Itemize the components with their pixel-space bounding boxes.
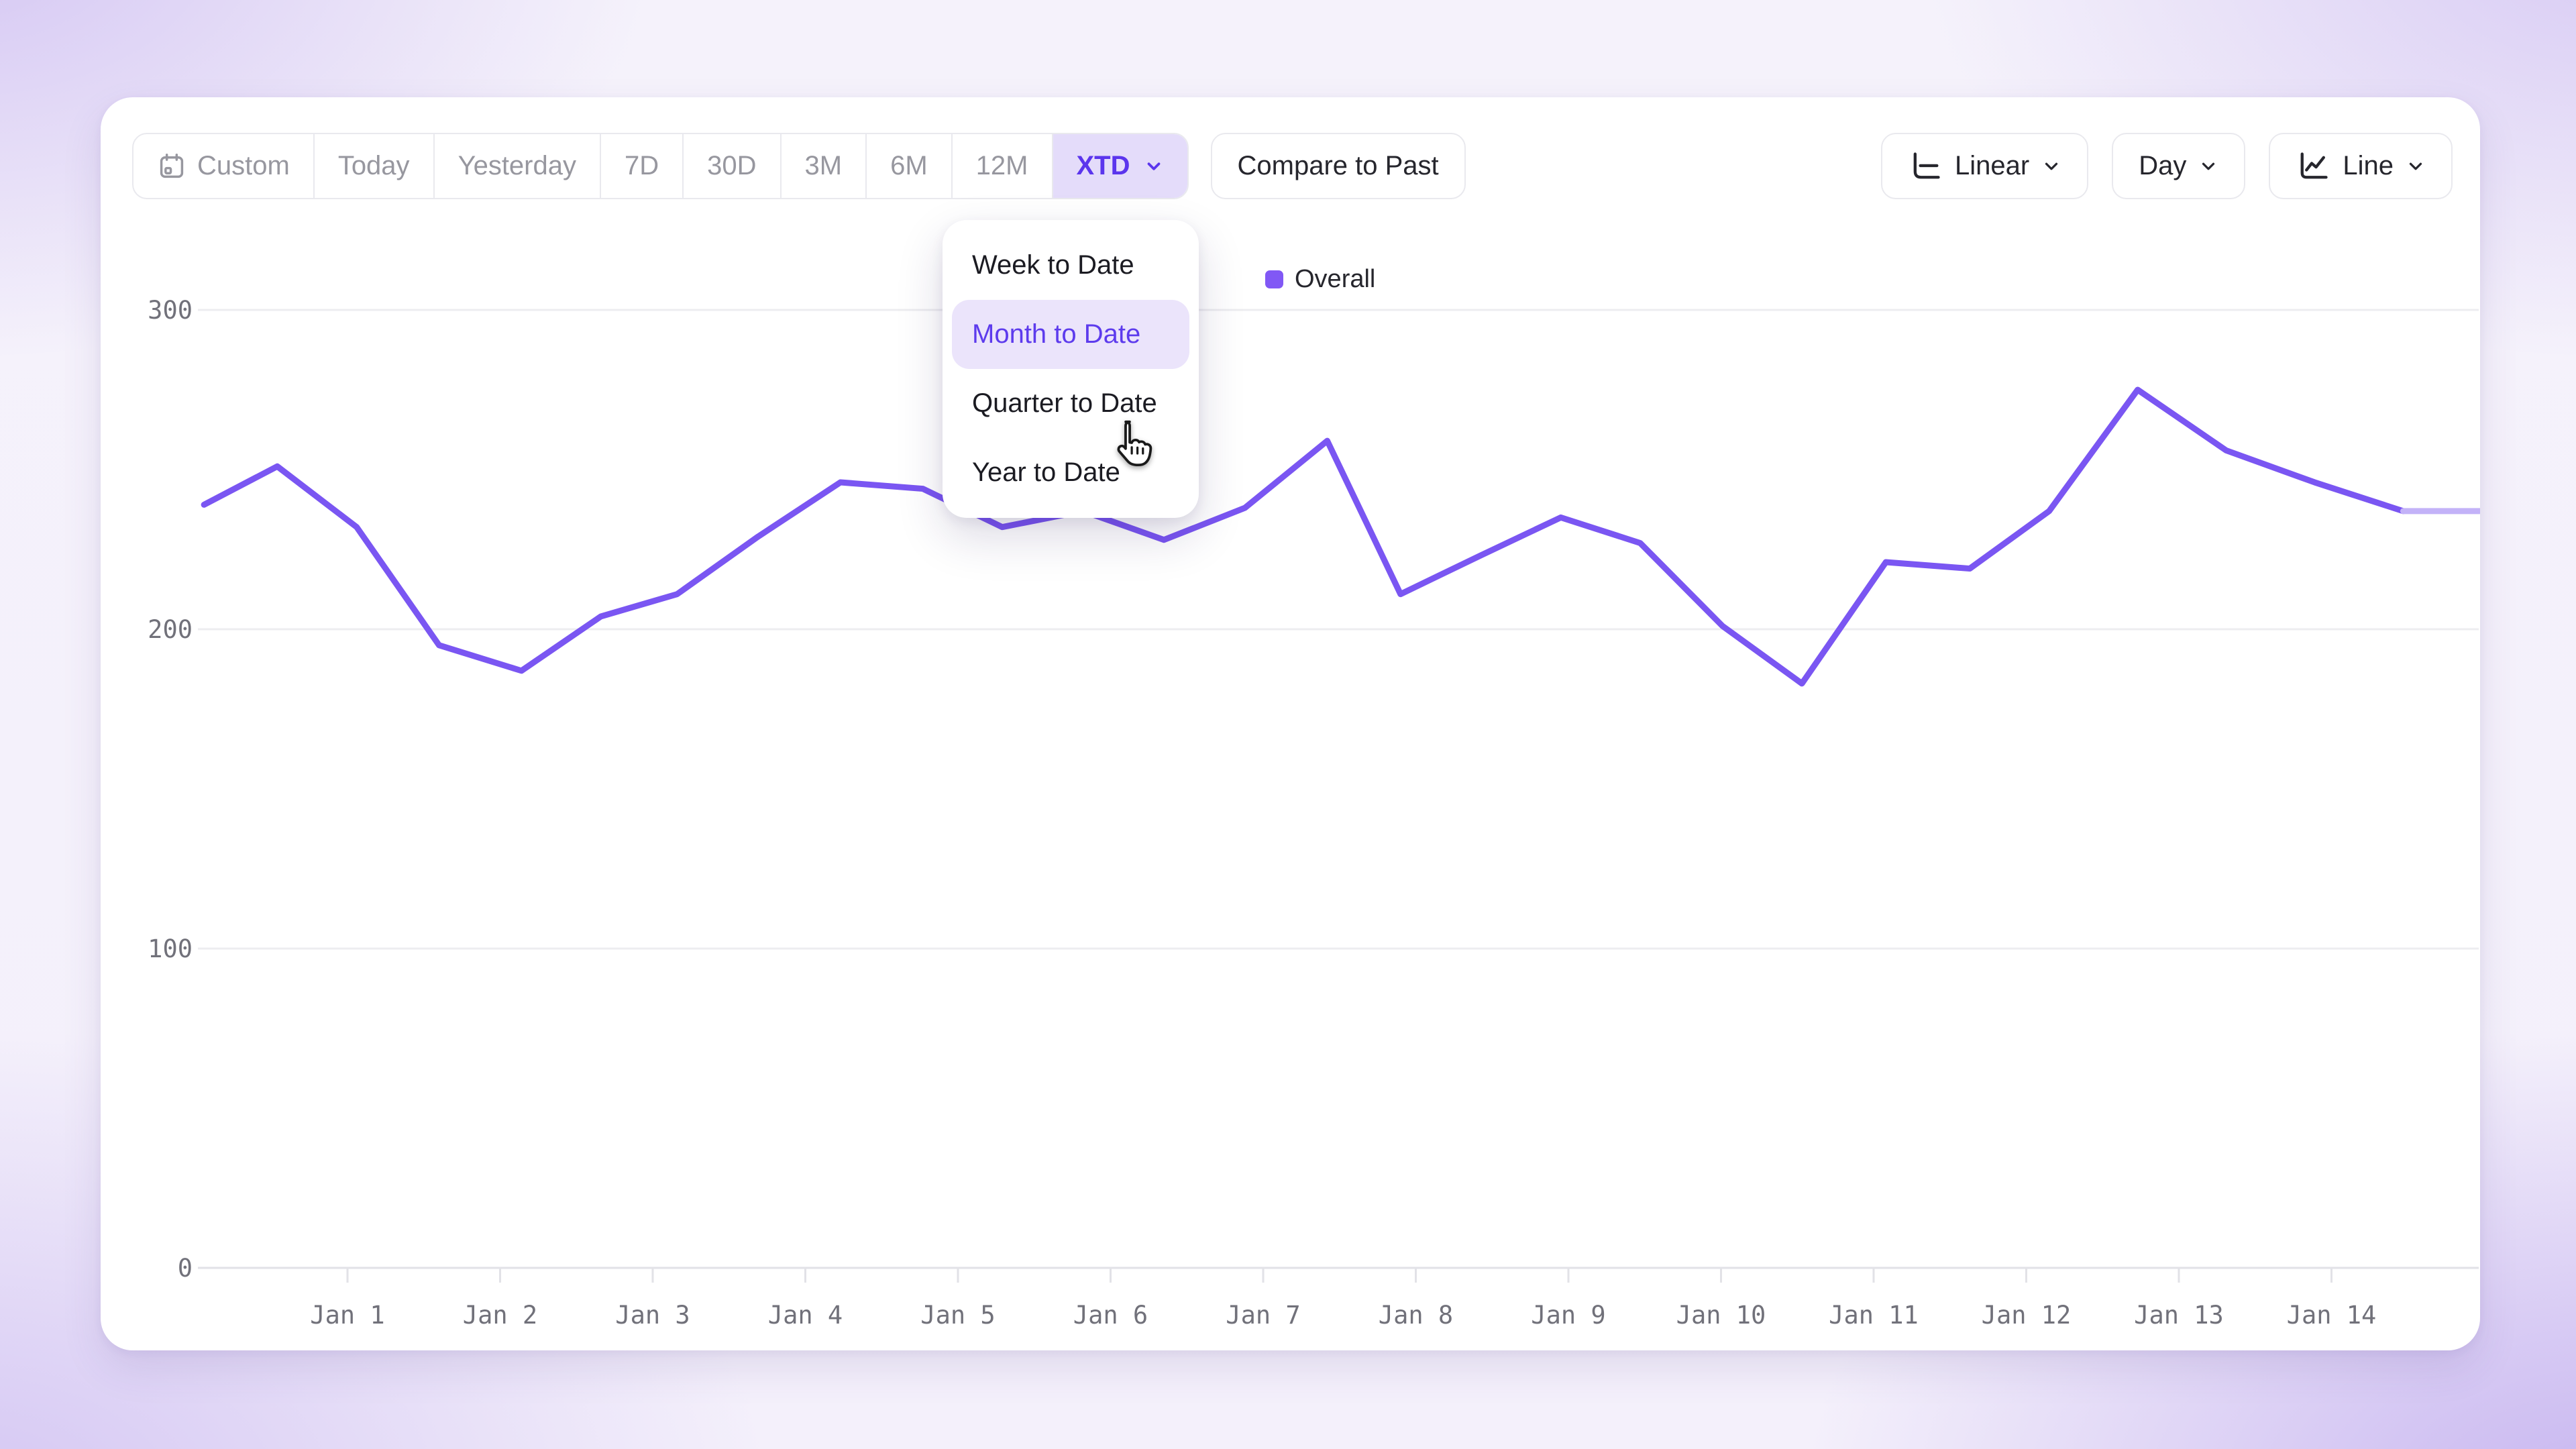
range-option-label: 12M (975, 151, 1028, 180)
cursor-pointer-icon (1117, 420, 1152, 467)
range-option-yesterday[interactable]: Yesterday (433, 134, 600, 198)
scale-select-label: Linear (1955, 151, 2030, 180)
chevron-down-icon (2409, 162, 2422, 170)
svg-text:Jan 11: Jan 11 (1829, 1301, 1919, 1330)
range-option-custom[interactable]: Custom (133, 134, 313, 198)
range-option-today[interactable]: Today (313, 134, 433, 198)
range-option-label: Custom (197, 151, 290, 180)
range-option-label: 3M (804, 151, 843, 180)
calendar-icon (160, 153, 184, 178)
svg-text:Jan 13: Jan 13 (2134, 1301, 2224, 1330)
chart-type-select-button[interactable]: Line (2269, 133, 2453, 199)
compare-to-past-button[interactable]: Compare to Past (1210, 133, 1466, 199)
line-chart: 0 100 200 300 Jan 1 Jan 2 Jan 3 Jan 4 Jan 5 Jan 6… (148, 296, 2480, 1330)
range-option-label: 30D (707, 151, 757, 180)
range-option-label: Yesterday (458, 151, 576, 180)
y-axis: 0 100 200 300 (148, 296, 2479, 1283)
svg-text:100: 100 (148, 934, 193, 963)
toolbar: Custom Today Yesterday 7D 30D 3M 6M 12M XTD Comp… (132, 133, 1466, 199)
svg-text:Jan 8: Jan 8 (1379, 1301, 1453, 1330)
svg-text:Jan 9: Jan 9 (1531, 1301, 1605, 1330)
svg-text:Jan 12: Jan 12 (1982, 1301, 2072, 1330)
legend-label: Overall (1295, 265, 1376, 293)
granularity-select-button[interactable]: Day (2112, 133, 2246, 199)
xtd-dropdown-menu: Week to Date Month to Date Quarter to Date… (943, 220, 1199, 518)
svg-text:Jan 14: Jan 14 (2287, 1301, 2377, 1330)
granularity-select-label: Day (2139, 151, 2187, 180)
compare-to-past-label: Compare to Past (1237, 151, 1439, 180)
range-option-label: 7D (625, 151, 659, 180)
svg-text:0: 0 (178, 1254, 193, 1283)
range-option-label: Today (337, 151, 410, 180)
svg-text:Jan 1: Jan 1 (310, 1301, 384, 1330)
svg-text:Jan 2: Jan 2 (463, 1301, 537, 1330)
svg-text:Jan 10: Jan 10 (1676, 1301, 1766, 1330)
legend-swatch-overall (1265, 270, 1283, 288)
menu-item-year-to-date[interactable]: Year to Date (972, 458, 1120, 487)
range-option-label: XTD (1076, 151, 1130, 180)
svg-text:200: 200 (148, 615, 193, 644)
range-option-3m[interactable]: 3M (780, 134, 866, 198)
linear-scale-icon (1913, 152, 1940, 178)
svg-text:Jan 6: Jan 6 (1073, 1301, 1148, 1330)
svg-text:300: 300 (148, 296, 193, 325)
series-overall (201, 386, 2480, 687)
legend: Overall (1265, 265, 1375, 294)
line-chart-icon (2300, 152, 2328, 178)
range-option-7d[interactable]: 7D (600, 134, 682, 198)
svg-text:Jan 7: Jan 7 (1226, 1301, 1300, 1330)
range-option-30d[interactable]: 30D (682, 134, 780, 198)
chevron-down-icon (1147, 162, 1160, 170)
chart-type-select-label: Line (2343, 151, 2394, 180)
svg-text:Jan 4: Jan 4 (768, 1301, 843, 1330)
menu-item-month-to-date[interactable]: Month to Date (952, 300, 1189, 369)
scale-select-button[interactable]: Linear (1881, 133, 2089, 199)
date-range-segmented-control: Custom Today Yesterday 7D 30D 3M 6M 12M XTD (132, 133, 1189, 199)
x-axis: Jan 1 Jan 2 Jan 3 Jan 4 Jan 5 Jan 6 Jan 7 Jan 8… (310, 1268, 2376, 1330)
dashboard-card: 0 100 200 300 Jan 1 Jan 2 Jan 3 Jan 4 Jan 5 Jan 6… (101, 97, 2480, 1350)
menu-item-week-to-date[interactable]: Week to Date (972, 250, 1134, 280)
chevron-down-icon (2045, 162, 2058, 170)
svg-text:Jan 5: Jan 5 (920, 1301, 995, 1330)
svg-text:Jan 3: Jan 3 (615, 1301, 690, 1330)
menu-item-quarter-to-date[interactable]: Quarter to Date (972, 388, 1157, 418)
range-option-12m[interactable]: 12M (951, 134, 1052, 198)
chevron-down-icon (2202, 162, 2215, 170)
range-option-label: 6M (890, 151, 928, 180)
range-option-xtd-active[interactable]: XTD (1051, 134, 1187, 198)
range-option-6m[interactable]: 6M (865, 134, 951, 198)
chart-settings-controls: Linear Day Line (1881, 133, 2453, 199)
